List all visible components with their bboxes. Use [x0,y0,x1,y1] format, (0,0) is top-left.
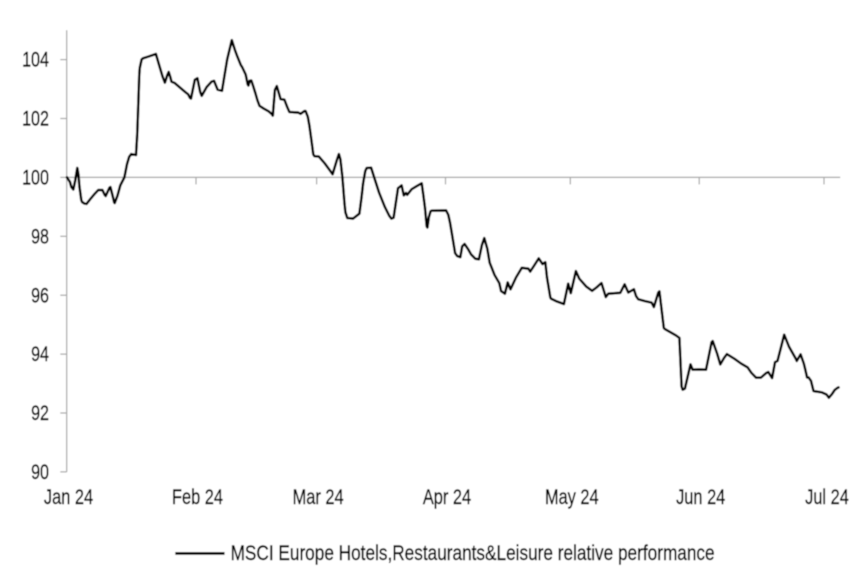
svg-text:Apr 24: Apr 24 [423,486,471,509]
svg-text:May 24: May 24 [545,486,599,509]
svg-text:104: 104 [22,49,49,72]
svg-text:MSCI Europe Hotels,Restaurants: MSCI Europe Hotels,Restaurants&Leisure r… [231,542,715,565]
svg-text:102: 102 [22,108,49,131]
svg-text:Jul 24: Jul 24 [805,486,849,509]
svg-text:94: 94 [31,343,49,366]
svg-text:92: 92 [31,402,49,425]
svg-text:Mar 24: Mar 24 [293,486,344,509]
svg-text:90: 90 [31,461,49,484]
svg-text:98: 98 [31,225,49,248]
svg-text:Jan 24: Jan 24 [44,486,93,509]
svg-text:100: 100 [22,167,49,190]
svg-text:Jun 24: Jun 24 [676,486,725,509]
svg-text:96: 96 [31,284,49,307]
svg-text:Feb 24: Feb 24 [172,486,223,509]
